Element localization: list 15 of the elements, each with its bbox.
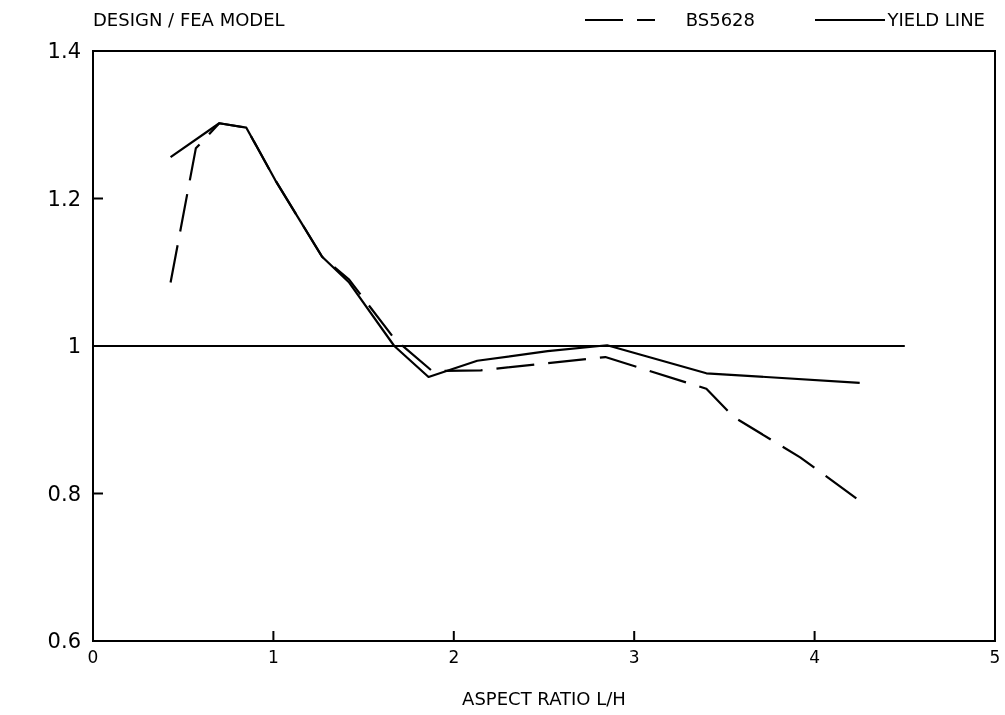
x-tick-label: 2 (448, 647, 460, 667)
x-tick-label: 0 (87, 647, 99, 667)
x-tick-label: 3 (628, 647, 640, 667)
chart-title: DESIGN / FEA MODEL (93, 9, 285, 30)
y-tick-label: 0.6 (47, 629, 81, 654)
y-tick-label: 1.4 (47, 39, 81, 64)
x-tick-label: 1 (267, 647, 279, 667)
y-tick-label: 0.8 (47, 481, 81, 506)
legend-label: YIELD LINE (886, 9, 985, 30)
y-tick-label: 1 (67, 334, 81, 359)
x-tick-label: 5 (989, 647, 1001, 667)
x-tick-label: 4 (809, 647, 821, 667)
legend-label: BS5628 (685, 9, 755, 30)
y-tick-label: 1.2 (47, 186, 81, 211)
x-axis-title: ASPECT RATIO L/H (462, 688, 626, 709)
